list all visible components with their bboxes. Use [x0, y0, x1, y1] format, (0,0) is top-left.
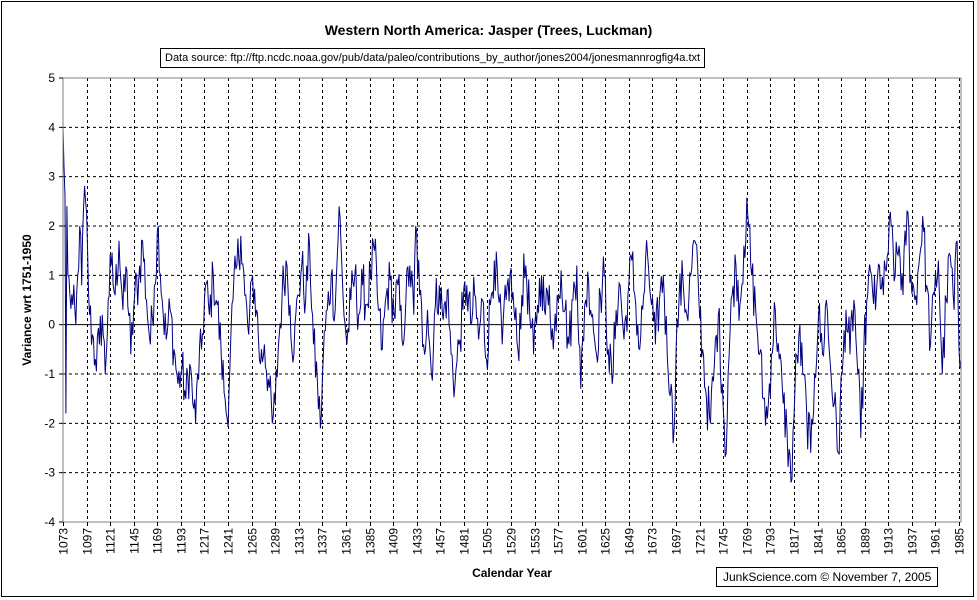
y-tick-label: 4: [48, 120, 55, 134]
x-tick-label: 1505: [481, 528, 495, 555]
y-axis-title: Variance wrt 1751-1950: [20, 234, 34, 366]
series-layer: [62, 127, 962, 483]
y-tick-label: 5: [48, 71, 55, 85]
y-tick-label: 1: [48, 268, 55, 282]
x-tick-label: 1673: [646, 528, 660, 555]
x-tick-label: 1433: [411, 528, 425, 555]
x-tick-label: 1889: [859, 528, 873, 555]
x-tick-label: 1457: [434, 528, 448, 555]
y-tick-label: 3: [48, 170, 55, 184]
x-tick-label: 1121: [104, 528, 118, 554]
y-tick-label: 0: [48, 318, 55, 332]
x-tick-label: 1865: [835, 528, 849, 555]
x-tick-label: 1337: [316, 528, 330, 555]
x-tick-label: 1289: [269, 528, 283, 555]
x-tick-label: 1313: [293, 528, 307, 555]
x-tick-label: 1073: [57, 528, 71, 555]
x-tick-label: 1265: [246, 528, 260, 555]
x-tick-label: 1697: [670, 528, 684, 555]
x-tick-label: 1721: [694, 528, 708, 555]
y-tick-label: -3: [44, 466, 55, 480]
x-tick-label: 1241: [222, 528, 236, 555]
x-tick-label: 1985: [953, 528, 967, 555]
x-tick-label: 1409: [387, 528, 401, 555]
x-tick-label: 1601: [576, 528, 590, 555]
x-axis-title: Calendar Year: [472, 566, 552, 580]
x-tick-label: 1745: [717, 528, 731, 555]
x-tick-label: 1841: [812, 528, 826, 555]
x-tick-label: 1385: [364, 528, 378, 555]
y-tick-label: 2: [48, 219, 55, 233]
x-tick-label: 1217: [198, 528, 212, 555]
x-tick-label: 1937: [906, 528, 920, 555]
series-line-jasper: [62, 127, 962, 483]
x-tick-label: 1097: [81, 528, 95, 555]
x-tick-label: 1193: [175, 528, 189, 554]
data-source-note: Data source: ftp://ftp.ncdc.noaa.gov/pub…: [160, 48, 706, 68]
x-tick-label: 1529: [505, 528, 519, 555]
x-tick-label: 1577: [552, 528, 566, 555]
x-tick-label: 1481: [458, 528, 472, 555]
x-tick-label: 1793: [764, 528, 778, 555]
x-tick-label: 1913: [882, 528, 896, 555]
y-axis-ticks: 5 4 3 2 1 0 -1 -2 -3 -4: [44, 71, 63, 529]
x-tick-label: 1361: [340, 528, 354, 555]
x-tick-label: 1625: [599, 528, 613, 555]
y-tick-label: -4: [44, 515, 55, 529]
x-tick-label: 1769: [741, 528, 755, 555]
x-tick-label: 1145: [128, 528, 142, 554]
y-tick-label: -1: [44, 367, 55, 381]
x-tick-label: 1169: [151, 528, 165, 554]
x-tick-label: 1649: [623, 528, 637, 555]
x-tick-label: 1553: [529, 528, 543, 555]
credit-note: JunkScience.com © November 7, 2005: [716, 567, 939, 587]
y-tick-label: -2: [44, 416, 55, 430]
x-axis-ticks: 1073 1097 1121 1145 1169 1193 1217 1241 1265 1289…: [57, 522, 967, 555]
chart-title: Western North America: Jasper (Trees, Lu…: [324, 22, 653, 38]
x-tick-label: 1817: [788, 528, 802, 555]
x-tick-label: 1961: [929, 528, 943, 555]
